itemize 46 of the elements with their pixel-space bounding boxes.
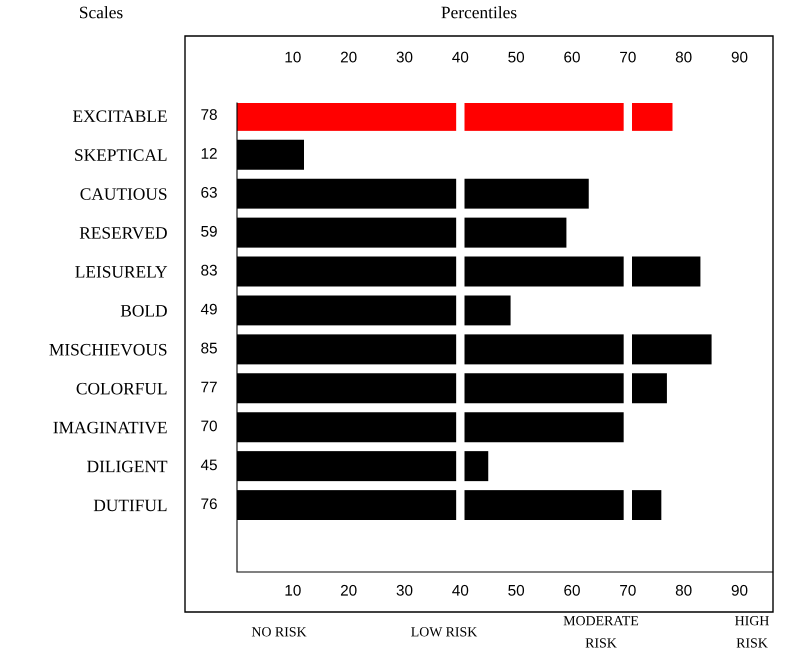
y-tick-label: BOLD	[120, 304, 167, 317]
y-tick-label: LEISURELY	[75, 266, 168, 278]
x2-tick-label: 70	[620, 584, 636, 596]
y-tick-label: IMAGINATIVE	[53, 422, 167, 434]
y-tick-label: EXCITABLE	[73, 110, 167, 122]
y-tick-label: SKEPTICAL	[75, 149, 167, 161]
data-label: 70	[201, 420, 217, 432]
chart-title: Percentiles	[441, 6, 516, 18]
x2-tick-label: 30	[396, 584, 412, 596]
x2-tick-label: 90	[732, 584, 748, 596]
x-tick-label: 40	[452, 52, 468, 62]
data-label: 78	[201, 109, 217, 120]
data-label: 59	[201, 226, 217, 237]
x-tick-label: 20	[340, 52, 357, 62]
data-label: 77	[201, 382, 217, 392]
text: HIGH RISK	[735, 616, 769, 648]
x-tick-label: 30	[396, 52, 412, 62]
data-label: 49	[200, 304, 217, 315]
x2-tick-label: 80	[676, 584, 692, 596]
x2-tick-label: 60	[564, 584, 580, 596]
y-tick-label: MISCHIEVOUS	[49, 344, 166, 356]
x2-tick-label: 20	[340, 584, 357, 596]
x-tick-label: 80	[676, 52, 692, 62]
data-label: 45	[200, 460, 217, 470]
data-label: 12	[202, 148, 217, 159]
data-label: 76	[201, 498, 217, 510]
data-label: 83	[201, 264, 217, 276]
text: LOW RISK	[411, 627, 478, 637]
y-tick-label: CAUTIOUS	[80, 188, 166, 200]
y-axis-title: Scales	[80, 6, 123, 18]
text: MODERATE RISK	[564, 616, 638, 648]
x-tick-label: 90	[732, 52, 748, 62]
y-tick-label: COLORFUL	[76, 382, 167, 394]
x-tick-label: 60	[564, 52, 580, 62]
x2-tick-label: 10	[286, 584, 301, 596]
text: NO RISK	[252, 627, 306, 636]
x-tick-label: 50	[508, 52, 524, 62]
y-tick-label: DILIGENT	[87, 460, 168, 472]
y-tick-label: DUTIFUL	[94, 500, 167, 512]
data-label: 85	[201, 342, 217, 354]
data-label: 63	[201, 186, 217, 198]
x-tick-label: 70	[620, 52, 636, 62]
y-tick-label: RESERVED	[80, 227, 167, 239]
x-tick-label: 10	[286, 52, 301, 62]
x2-tick-label: 50	[508, 584, 524, 596]
x2-tick-label: 40	[452, 584, 468, 596]
